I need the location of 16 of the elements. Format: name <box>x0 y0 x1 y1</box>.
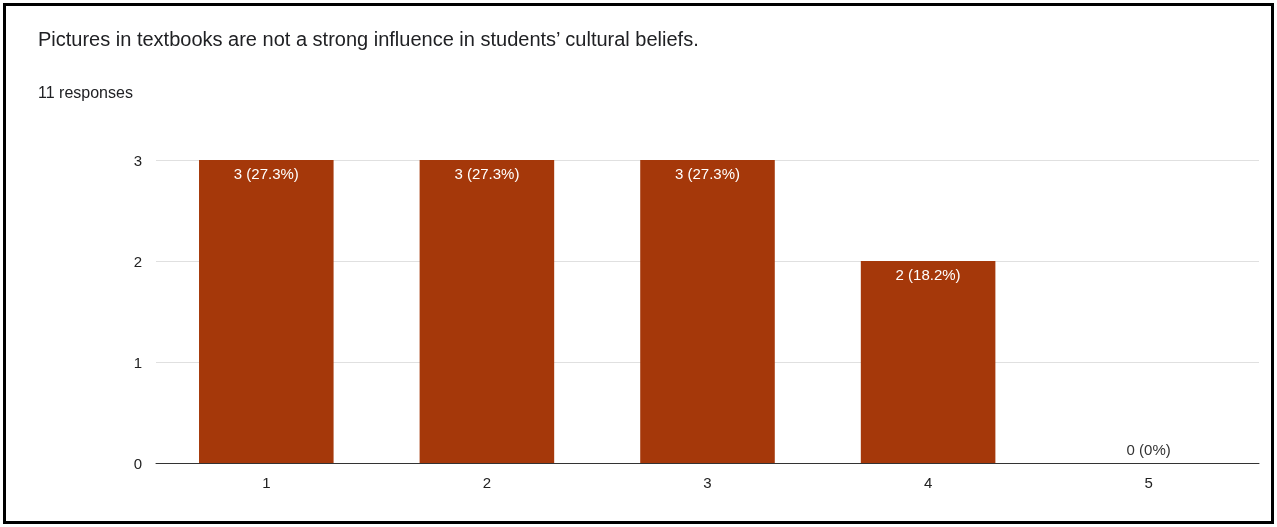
x-tick-label: 5 <box>1144 474 1153 491</box>
data-label: 2 (18.2%) <box>895 266 961 283</box>
x-tick-label: 2 <box>482 474 492 491</box>
y-tick-label: 3 <box>133 151 142 169</box>
chart-subtitle: 11 responses <box>38 83 133 101</box>
data-label: 3 (27.3%) <box>674 165 741 182</box>
x-tick-label: 3 <box>703 474 712 491</box>
y-tick-label: 1 <box>133 353 142 371</box>
chart-title: Pictures in textbooks are not a strong influence in students’ cultural beliefs. <box>38 28 699 50</box>
data-label: 3 (27.3%) <box>454 165 520 182</box>
x-tick-label: 4 <box>923 474 933 491</box>
y-tick-label: 2 <box>133 252 142 270</box>
data-label: 3 (27.3%) <box>233 165 299 182</box>
x-tick-label: 1 <box>262 474 271 491</box>
y-tick-label: 0 <box>133 454 142 472</box>
data-label: 0 (0%) <box>1126 441 1171 458</box>
